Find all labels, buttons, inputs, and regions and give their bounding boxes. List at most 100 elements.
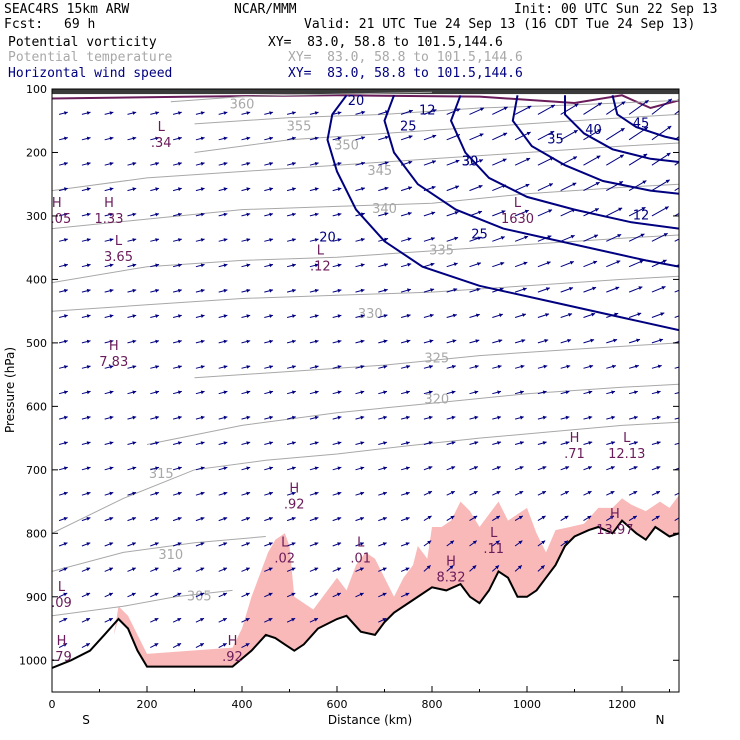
wind-vector-head	[501, 210, 506, 214]
wind-vector-head	[246, 491, 251, 496]
wind-vector-head	[132, 441, 137, 445]
wind-vector-head	[384, 237, 389, 242]
wind-vector-head	[588, 390, 593, 395]
wind-vector-head	[688, 206, 692, 209]
wind-vector-head	[63, 542, 68, 546]
wind-vector-head	[314, 238, 319, 242]
wind-vector-head	[155, 441, 159, 445]
wind-vector-head	[63, 441, 68, 445]
wind-vector-head	[526, 157, 531, 162]
wind-vector-head	[523, 261, 528, 266]
wind-vector-head	[177, 542, 182, 546]
wind-vector-head	[109, 567, 113, 572]
pv-extremum-value: 1.33	[95, 212, 124, 227]
theta-label-305: 305	[187, 589, 212, 604]
wind-vector-head	[633, 441, 638, 445]
wind-vector-head	[361, 187, 365, 191]
wind-vector-head	[496, 466, 501, 470]
wind-vector-head	[661, 286, 666, 290]
theta-contour-330	[52, 275, 679, 312]
wind-vector-head	[428, 491, 432, 495]
wind-vector-head	[64, 187, 68, 192]
y-tick-label: 800	[26, 527, 47, 540]
wind-vector-head	[155, 187, 159, 192]
wind-vector-head	[408, 186, 412, 190]
wind-vector-head	[268, 542, 273, 546]
theta-label-315: 315	[149, 467, 174, 482]
wind-vector-head	[619, 154, 624, 159]
wind-vector-head	[360, 542, 364, 546]
wind-vector	[674, 110, 679, 115]
wind-vector-head	[86, 441, 91, 445]
wind-vector-head	[406, 390, 410, 395]
wind-vector-head	[383, 390, 387, 395]
wind-vector-head	[455, 159, 460, 164]
wind-vector-head	[132, 212, 137, 217]
wind-vector-head	[621, 101, 626, 105]
wind-speed-label: 30	[462, 154, 479, 169]
wind-vector-head	[569, 261, 574, 265]
wind-vector-head	[109, 491, 114, 496]
wind-vector-head	[451, 364, 456, 369]
wind-vector-head	[63, 517, 68, 521]
wind-vector-head	[109, 517, 114, 521]
wind-vector-head	[337, 314, 342, 318]
wind-vector-head	[475, 313, 480, 318]
theta-label-325: 325	[424, 351, 449, 366]
wind-vector-head	[359, 592, 364, 597]
wind-vector-head	[656, 466, 661, 470]
wind-vector-head	[503, 106, 508, 111]
wind-vector-head	[132, 288, 137, 293]
wind-vector-head	[682, 339, 686, 343]
wind-vector-head	[452, 313, 457, 318]
wind-vector-head	[155, 314, 159, 318]
wind-vector-head	[618, 207, 623, 212]
wind-vector-head	[664, 206, 669, 210]
wind-vector-head	[383, 466, 387, 471]
wind-vector-head	[595, 182, 600, 186]
wind-speed-label: 12	[419, 104, 436, 119]
wind-vector-head	[178, 415, 182, 420]
wind-vector-head	[269, 390, 273, 395]
wind-vector-head	[383, 365, 388, 369]
wind-vector-head	[314, 466, 319, 471]
wind-vector-head	[292, 365, 296, 369]
wind-vector-head	[86, 517, 91, 521]
wind-vector-head	[108, 618, 113, 622]
wind-vector-head	[314, 187, 319, 192]
wind-vector-head	[361, 110, 366, 115]
wind-vector-head	[497, 390, 501, 395]
pv-extremum-high: H	[228, 634, 238, 649]
wind-vector-head	[269, 111, 273, 115]
wind-vector-head	[178, 288, 182, 293]
wind-vector-head	[200, 415, 205, 420]
wind-vector-head	[475, 339, 480, 343]
wind-vector-head	[269, 466, 273, 471]
wind-vector-head	[314, 415, 319, 420]
wind-vector-head	[200, 618, 204, 622]
y-tick-label: 900	[26, 591, 47, 604]
theta-label-330: 330	[358, 307, 383, 322]
wind-speed-label-20: 20	[348, 94, 365, 109]
wind-vector-head	[269, 491, 273, 496]
stratosphere-band	[52, 89, 679, 95]
pv-extremum-value: .71	[564, 447, 585, 462]
wind-vector-head	[336, 592, 341, 597]
wind-vector-head	[154, 567, 159, 572]
wind-speed-contour-25	[383, 94, 679, 268]
wind-vector-head	[108, 592, 113, 597]
wind-vector-head	[643, 153, 648, 158]
wind-vector-head	[109, 441, 114, 445]
wind-vector-head	[430, 288, 435, 292]
wind-vector-head	[431, 185, 436, 190]
theta-label-320: 320	[424, 393, 449, 408]
wind-vector-head	[177, 567, 182, 572]
wind-vector-head	[200, 365, 205, 369]
wind-vector-head	[642, 180, 647, 184]
wind-vector-head	[428, 390, 433, 395]
wind-vector-head	[384, 212, 389, 216]
wind-vector-head	[246, 415, 251, 420]
wind-vector-head	[407, 288, 411, 293]
wind-vector-head	[109, 288, 114, 293]
wind-vector-head	[360, 288, 365, 293]
